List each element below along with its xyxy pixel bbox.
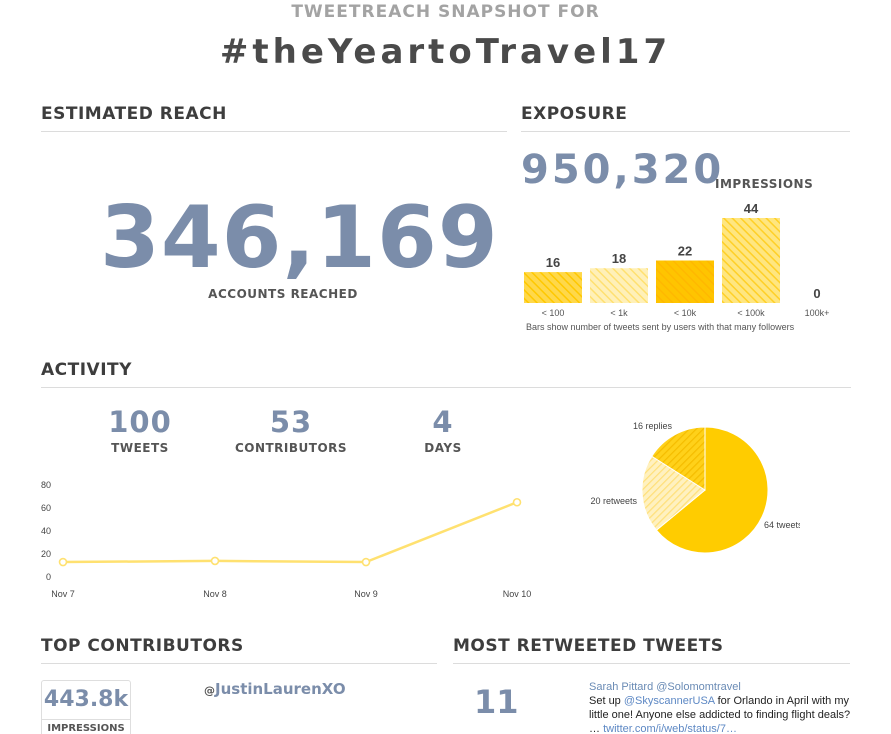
y-tick-label: 80 (41, 480, 51, 490)
contributor-impressions-card: 443.8k IMPRESSIONS (41, 680, 131, 734)
followers-bar-chart: 16 < 100 18 < 1k 22 < 10k 44 < 100k 0 100k+ Bars … (524, 201, 829, 332)
bar-1 (590, 268, 648, 303)
bar-0 (524, 272, 582, 303)
bar-category-label: < 10k (674, 308, 697, 318)
y-tick-label: 20 (41, 549, 51, 559)
pie-slice-2 (651, 426, 706, 491)
contributor-handle: JustinLaurenXO (215, 680, 346, 698)
line-point (58, 557, 68, 567)
pie-label: 64 tweets (764, 520, 800, 530)
pie-label: 20 retweets (590, 496, 637, 506)
reach-caption: ACCOUNTS REACHED (208, 287, 358, 301)
tweet-status-link[interactable]: twitter.com/i/web/status/7… (603, 723, 737, 734)
card-divider (42, 719, 130, 720)
contributor-impressions-label: IMPRESSIONS (47, 723, 125, 734)
y-tick-label: 60 (41, 503, 51, 513)
bar-series: 16 < 100 18 < 1k 22 < 10k 44 < 100k 0 100k+ (524, 201, 829, 318)
impressions-value: 950,320 (521, 147, 725, 193)
retweeted-divider (453, 663, 850, 664)
most-retweeted-heading: MOST RETWEETED TWEETS (453, 636, 724, 656)
at-sign: @ (204, 684, 215, 697)
stat-contributors-label: CONTRIBUTORS (234, 441, 348, 455)
retweet-count: 11 (474, 683, 519, 721)
bar-2 (656, 260, 714, 303)
exposure-heading: EXPOSURE (521, 104, 628, 124)
tweet-mention-link[interactable]: @SkyscannerUSA (623, 695, 715, 707)
tweet-type-pie-chart: 64 tweets 20 retweets 16 replies (590, 421, 800, 554)
stat-contributors-value: 53 (269, 405, 313, 439)
pie-slices: 64 tweets 20 retweets 16 replies (590, 421, 800, 554)
stat-days-label: DAYS (424, 441, 462, 455)
hashtag-title: #theYeartoTravel17 (219, 32, 672, 72)
tweet-text-start: Set up (589, 695, 624, 707)
top-contributors-heading: TOP CONTRIBUTORS (41, 636, 244, 656)
stat-days-value: 4 (432, 405, 454, 439)
snapshot-subtitle: TWEETREACH SNAPSHOT FOR (291, 2, 600, 22)
line-path (62, 501, 518, 564)
bar-value-label: 16 (546, 255, 560, 270)
stat-tweets: 100 TWEETS (98, 405, 182, 455)
contributors-divider (41, 663, 437, 664)
bar-category-label: < 100k (737, 308, 765, 318)
line-point (512, 497, 522, 507)
stat-tweets-label: TWEETS (111, 441, 169, 455)
tweet-ellipsis: … (589, 723, 604, 734)
contributor-handle-link[interactable]: @JustinLaurenXO (204, 680, 346, 698)
bar-category-label: < 1k (610, 308, 628, 318)
x-tick-label: Nov 9 (354, 589, 378, 599)
bar-3 (722, 218, 780, 303)
tweet-text-end: for Orlando in April with my little one!… (589, 695, 851, 721)
bar-value-label: 18 (612, 251, 626, 266)
reach-divider (41, 131, 507, 132)
x-tick-label: Nov 10 (503, 589, 532, 599)
exposure-divider (521, 131, 850, 132)
activity-heading: ACTIVITY (41, 360, 132, 380)
tweet-card: Sarah Pittard @Solomomtravel Set up @Sky… (589, 680, 859, 734)
stat-tweets-value: 100 (108, 405, 172, 439)
activity-line-chart: 0 20 40 60 80 Nov 7 Nov 8 Nov 9 Nov 10 (41, 480, 531, 599)
pie-slice-0 (655, 426, 769, 554)
bar-value-label: 0 (813, 286, 820, 301)
x-tick-label: Nov 8 (203, 589, 227, 599)
stat-days: 4 DAYS (412, 405, 474, 455)
bar-value-label: 22 (678, 244, 692, 259)
reach-value: 346,169 (100, 188, 499, 288)
contributor-impressions-value: 443.8k (43, 687, 129, 712)
x-tick-label: Nov 7 (51, 589, 75, 599)
stat-contributors: 53 CONTRIBUTORS (226, 405, 356, 455)
pie-slice-1 (641, 455, 706, 531)
pie-label: 16 replies (633, 421, 673, 431)
y-axis: 0 20 40 60 80 (41, 480, 51, 582)
line-point (361, 557, 371, 567)
bar-category-label: < 100 (542, 308, 565, 318)
y-tick-label: 0 (46, 572, 51, 582)
impressions-label: IMPRESSIONS (715, 177, 814, 191)
y-tick-label: 40 (41, 526, 51, 536)
bar-category-label: 100k+ (805, 308, 830, 318)
x-axis: Nov 7 Nov 8 Nov 9 Nov 10 (51, 589, 531, 599)
tweets-line-series (58, 497, 522, 567)
exposure-note: Bars show number of tweets sent by users… (526, 322, 795, 332)
tweet-author-link[interactable]: Sarah Pittard @Solomomtravel (589, 681, 741, 693)
line-point (210, 556, 220, 566)
estimated-reach-heading: ESTIMATED REACH (41, 104, 227, 124)
activity-divider (41, 387, 851, 388)
bar-value-label: 44 (744, 201, 759, 216)
